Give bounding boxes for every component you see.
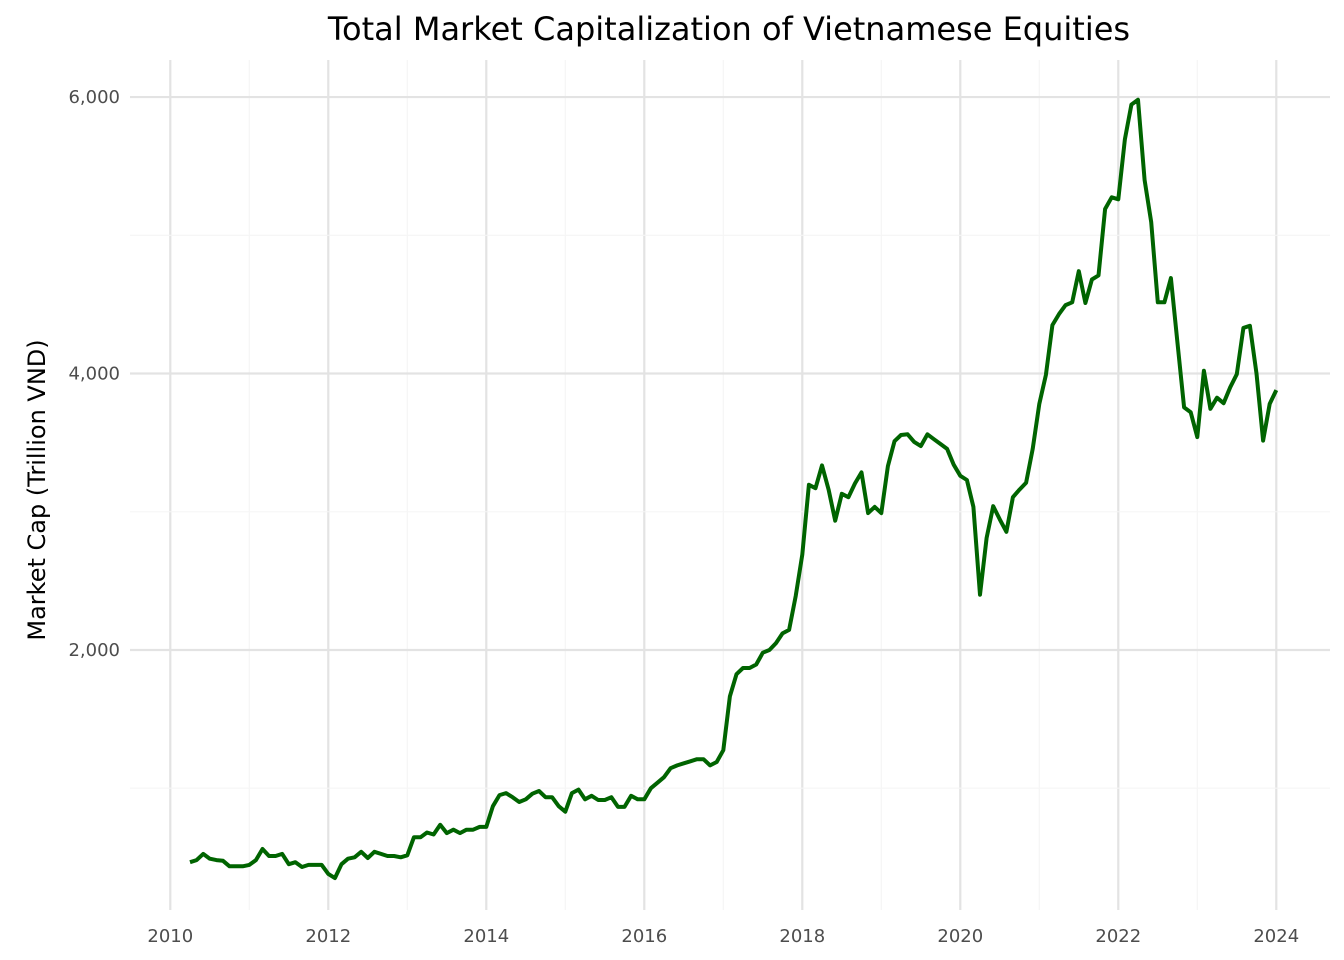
x-tick-label: 2014	[463, 926, 509, 947]
grid	[130, 60, 1330, 910]
x-tick-label: 2010	[147, 926, 193, 947]
y-axis-label: Market Cap (Trillion VND)	[23, 339, 51, 640]
x-tick-label: 2012	[305, 926, 351, 947]
x-tick-label: 2018	[779, 926, 825, 947]
y-axis: 2,000 4,000 6,000	[68, 87, 120, 661]
x-tick-label: 2022	[1095, 926, 1141, 947]
x-axis: 2010 2012 2014 2016 2018 2020 2022 2024	[147, 926, 1299, 947]
y-tick-label: 6,000	[68, 87, 120, 108]
x-tick-label: 2016	[621, 926, 667, 947]
y-tick-label: 4,000	[68, 364, 120, 385]
series-line	[189, 97, 1279, 881]
chart-title: Total Market Capitalization of Vietnames…	[327, 10, 1130, 48]
x-tick-label: 2020	[937, 926, 983, 947]
y-tick-label: 2,000	[68, 640, 120, 661]
x-tick-label: 2024	[1253, 926, 1299, 947]
